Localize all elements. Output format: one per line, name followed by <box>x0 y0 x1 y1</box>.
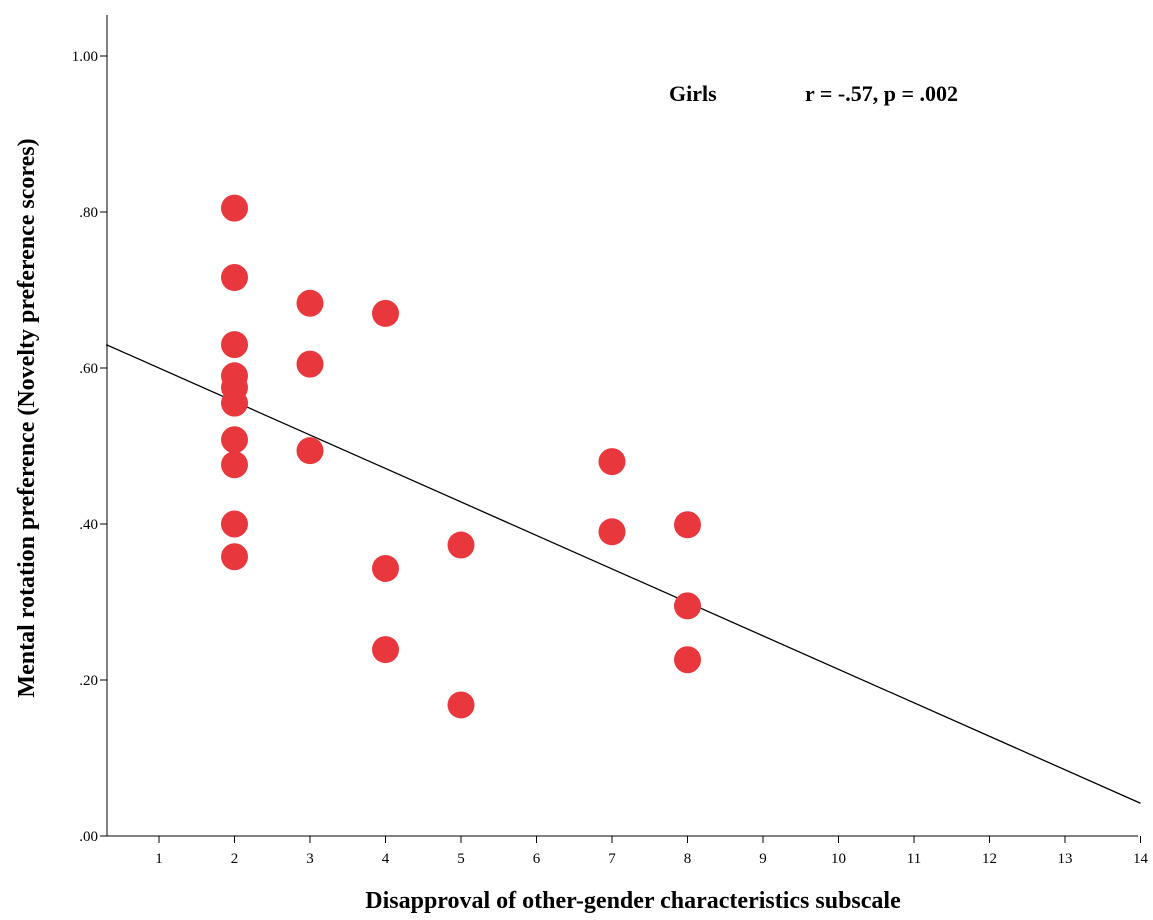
data-point <box>296 289 324 317</box>
x-tick-label: 4 <box>382 851 390 867</box>
x-tick-label: 10 <box>831 851 846 867</box>
y-tick-label: .60 <box>79 361 98 377</box>
y-tick-label: .80 <box>79 205 98 221</box>
data-point <box>674 646 701 674</box>
x-tick-label: 1 <box>155 851 163 867</box>
x-axis-title: Disapproval of other-gender characterist… <box>365 888 901 914</box>
axes: 1 2 3 4 5 6 7 8 9 10 11 12 13 14.00.20.40.60.801.00 <box>72 15 1149 867</box>
data-point <box>447 531 475 559</box>
data-point <box>221 510 248 538</box>
data-points <box>221 194 701 719</box>
x-tick-label: 3 <box>306 851 314 867</box>
y-tick-label: 1.00 <box>72 49 98 65</box>
x-tick-label: 9 <box>759 851 767 867</box>
data-point <box>372 299 399 327</box>
x-tick-label: 13 <box>1058 851 1073 867</box>
regression-line-group <box>105 344 1141 804</box>
regression-line <box>105 344 1141 804</box>
y-axis-title: Mental rotation preference (Novelty pref… <box>14 138 40 697</box>
data-point <box>598 448 626 476</box>
data-point <box>221 331 248 359</box>
y-tick-label: .20 <box>79 673 98 689</box>
data-point <box>674 592 701 620</box>
y-tick-label: .00 <box>79 829 98 845</box>
x-tick-label: 7 <box>608 851 616 867</box>
data-point <box>372 554 399 582</box>
data-point <box>221 264 248 292</box>
x-tick-label: 12 <box>982 851 997 867</box>
x-tick-label: 14 <box>1133 851 1149 867</box>
y-tick-label: .40 <box>79 517 98 533</box>
data-point <box>372 636 399 664</box>
x-tick-label: 6 <box>533 851 541 867</box>
data-point <box>598 518 626 546</box>
data-point <box>221 389 248 417</box>
data-point <box>447 691 475 719</box>
data-point <box>296 437 324 465</box>
data-point <box>221 426 248 454</box>
x-tick-label: 5 <box>457 851 465 867</box>
x-tick-label: 11 <box>907 851 921 867</box>
x-tick-label: 8 <box>684 851 692 867</box>
data-point <box>221 194 248 222</box>
annotation-group-label: Girls <box>669 81 717 106</box>
data-point <box>296 350 324 378</box>
data-point <box>221 543 248 571</box>
data-point <box>674 511 701 539</box>
x-tick-label: 2 <box>231 851 239 867</box>
data-point <box>221 451 248 479</box>
annotation-correlation: r = -.57, p = .002 <box>805 81 958 106</box>
